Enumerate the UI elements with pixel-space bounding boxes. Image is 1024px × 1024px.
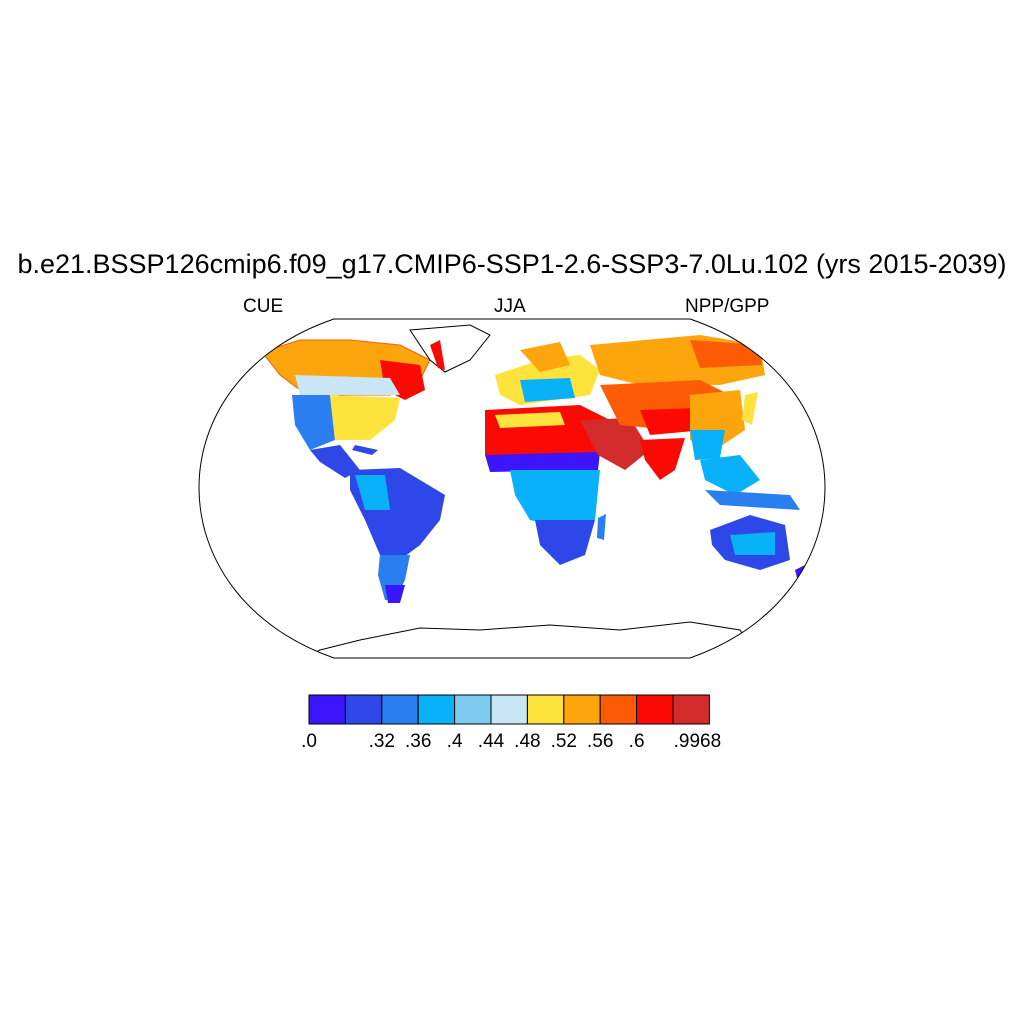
greenland-coast: [430, 340, 445, 370]
colorbar-box-5: [490, 694, 528, 725]
colorbar-tick-label: .9968: [673, 731, 722, 752]
sahel: [485, 452, 600, 472]
greenland: [409, 324, 491, 373]
colorbar-box-1: [344, 694, 383, 725]
colorbar-box-0: [308, 694, 346, 725]
japan: [742, 392, 758, 425]
colorbar-tick-label: .4: [446, 731, 463, 752]
colorbar-box-2: [381, 694, 419, 725]
southern-africa: [535, 520, 595, 565]
sahara-north: [495, 412, 565, 428]
colorbar-box-7: [563, 694, 601, 725]
cuba: [352, 445, 378, 455]
colorbar-tick-label: .32: [368, 731, 396, 752]
scandinavia: [520, 342, 570, 372]
colorbar-tick-label: .44: [477, 731, 505, 752]
colorbar-box-3: [417, 694, 456, 725]
central-america: [310, 445, 360, 478]
amazon-west: [355, 475, 390, 510]
canada-belt: [295, 375, 400, 395]
colorbar-tick-label: .6: [628, 731, 645, 752]
australia-interior: [730, 532, 775, 555]
colorbar-box-9: [636, 694, 674, 725]
units-label: NPP/GPP: [685, 296, 770, 317]
antarctica: [299, 621, 761, 658]
colorbar-tick-label: .36: [404, 731, 432, 752]
colorbar-box-4: [454, 694, 492, 725]
tibet: [640, 408, 705, 435]
figure-title: b.e21.BSSP126cmip6.f09_g17.CMIP6-SSP1-2.…: [17, 249, 1007, 279]
colorbar-box-6: [526, 694, 565, 725]
usa-east: [330, 395, 400, 440]
colorbar-tick-label: .56: [586, 731, 614, 752]
indonesia: [705, 490, 800, 510]
madagascar: [597, 514, 606, 540]
colorbar-tick-label: .0: [301, 731, 317, 752]
colorbar-tick-label: .52: [550, 731, 578, 752]
europe-central: [520, 378, 575, 402]
arabia: [580, 418, 650, 470]
season-label: JJA: [494, 296, 526, 317]
colorbar-box-8: [599, 694, 638, 725]
colorbar-tick-label: .48: [514, 731, 541, 752]
china-south: [690, 430, 725, 460]
globe-outline: [198, 318, 826, 659]
siberia-east: [690, 340, 762, 368]
usa-west: [292, 395, 335, 450]
colorbar-box-10: [672, 694, 710, 725]
india: [640, 438, 685, 480]
patagonia: [385, 585, 405, 603]
southeast-asia: [700, 455, 760, 495]
central-africa: [510, 470, 600, 530]
variable-label: CUE: [243, 296, 284, 317]
